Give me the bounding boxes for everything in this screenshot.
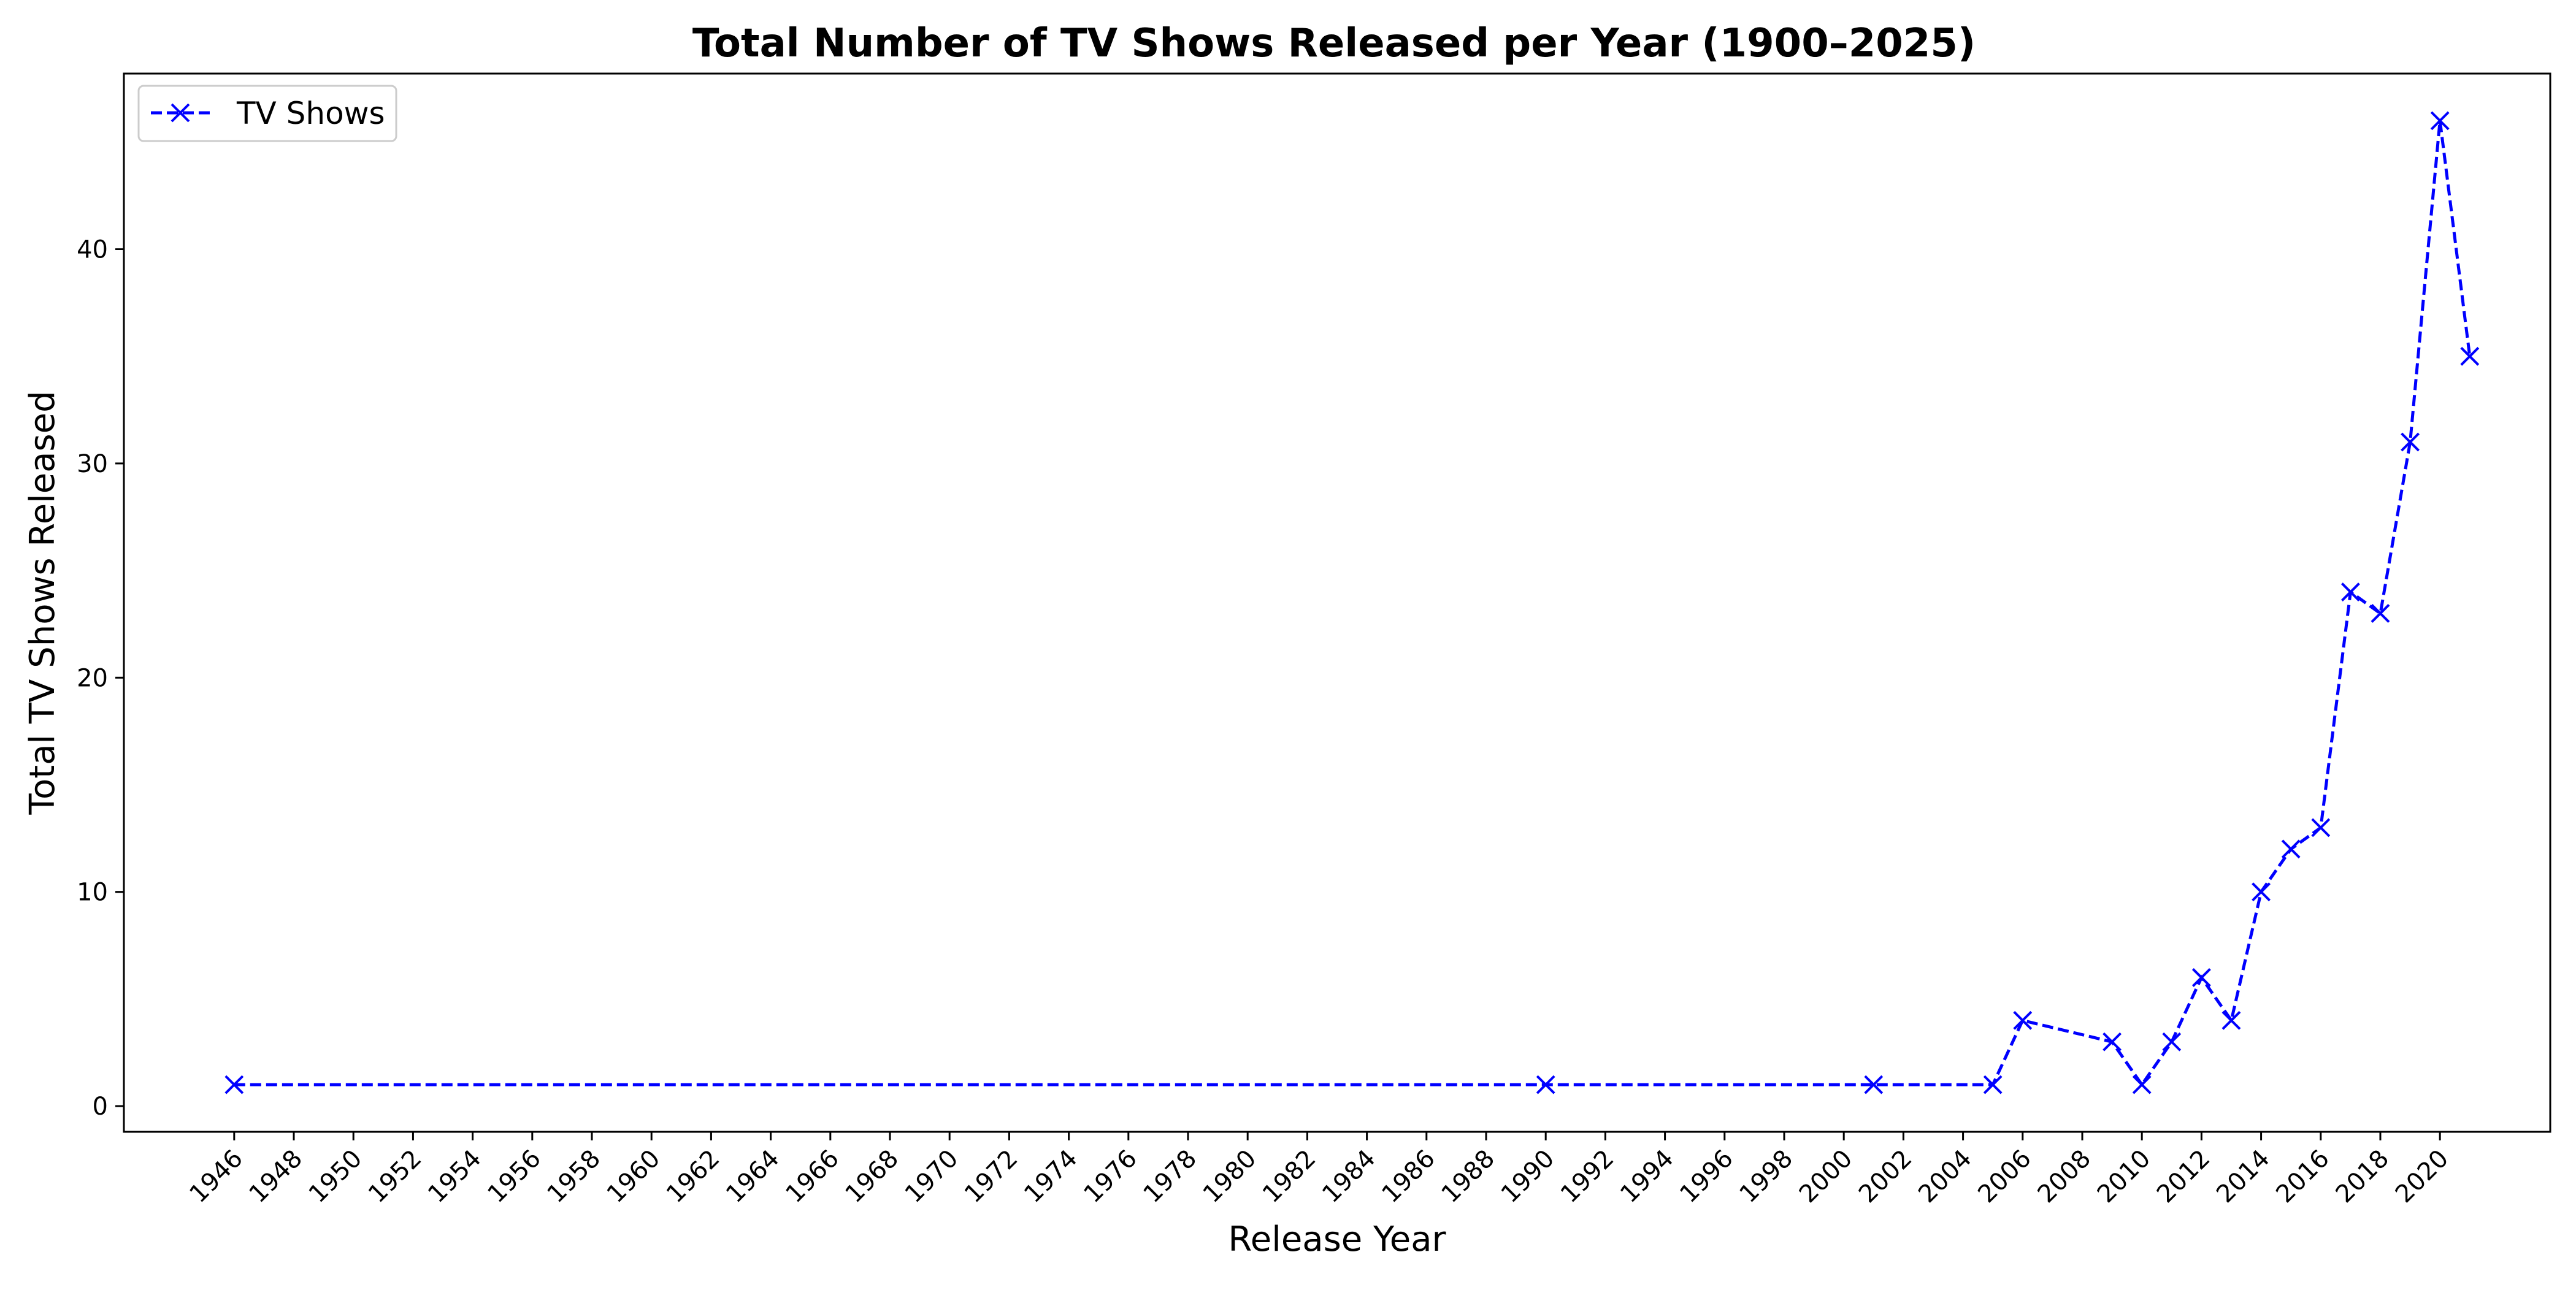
x-tick-label: 2010 — [2092, 1145, 2156, 1209]
x-tick-label: 1960 — [602, 1145, 666, 1209]
data-point-marker — [2191, 968, 2211, 987]
data-point-marker — [2013, 1010, 2033, 1030]
x-tick-label: 2002 — [1853, 1145, 1918, 1209]
plot-area-frame — [123, 72, 2551, 1133]
x-tick-label: 2014 — [2211, 1145, 2275, 1209]
x-tick-label: 2004 — [1913, 1145, 1977, 1209]
data-point-marker — [2340, 582, 2360, 601]
data-point-marker — [2162, 1032, 2182, 1051]
data-point-marker — [2103, 1032, 2122, 1051]
x-tick-label: 1964 — [721, 1145, 785, 1209]
x-tick-label: 1994 — [1615, 1145, 1679, 1209]
x-tick-label: 1962 — [661, 1145, 726, 1209]
chart-title: Total Number of TV Shows Released per Ye… — [692, 21, 1976, 66]
data-point-marker — [2252, 882, 2271, 902]
x-tick-label: 1972 — [959, 1145, 1024, 1209]
x-tick-label: 2006 — [1972, 1145, 2037, 1209]
x-tick-label: 1984 — [1317, 1145, 1381, 1209]
data-point-marker — [1864, 1075, 1884, 1094]
data-point-marker — [1536, 1075, 1555, 1094]
legend-marker-x — [171, 103, 190, 123]
y-axis: 0 10 20 30 40 — [77, 236, 124, 1121]
data-point-marker — [224, 1075, 244, 1094]
x-tick-label: 2020 — [2390, 1145, 2455, 1209]
legend-entry-tv-shows: TV Shows — [236, 96, 385, 131]
series-layer — [224, 111, 2480, 1094]
x-tick-label: 1968 — [840, 1145, 905, 1209]
y-axis-label: Total TV Shows Released — [23, 391, 63, 815]
data-point-marker — [2221, 1010, 2241, 1030]
x-tick-label: 1970 — [900, 1145, 964, 1209]
x-tick-label: 1954 — [423, 1145, 487, 1209]
x-axis-label: Release Year — [1228, 1219, 1446, 1259]
y-tick-label: 0 — [93, 1093, 108, 1121]
x-tick-label: 2018 — [2331, 1145, 2395, 1209]
x-tick-label: 1978 — [1138, 1145, 1203, 1209]
x-tick-label: 1988 — [1436, 1145, 1501, 1209]
x-tick-label: 1990 — [1496, 1145, 1560, 1209]
legend-marker-glyph — [171, 103, 190, 123]
x-tick-label: 1996 — [1674, 1145, 1739, 1209]
y-tick-label: 40 — [77, 236, 108, 264]
y-tick-label: 10 — [77, 879, 108, 907]
x-tick-label: 1966 — [780, 1145, 845, 1209]
x-tick-label: 1976 — [1078, 1145, 1143, 1209]
x-axis: 1946194819501952195419561958196019621964… — [184, 1132, 2454, 1208]
x-tick-label: 1998 — [1735, 1145, 1799, 1209]
x-tick-label: 1958 — [542, 1145, 607, 1209]
x-tick-label: 1948 — [244, 1145, 309, 1209]
y-tick-label: 20 — [77, 664, 108, 692]
data-point-marker — [2460, 346, 2480, 366]
x-tick-label: 1950 — [304, 1145, 368, 1209]
x-tick-label: 2000 — [1794, 1145, 1858, 1209]
data-point-marker — [2132, 1075, 2152, 1094]
x-tick-label: 1982 — [1257, 1145, 1322, 1209]
data-point-marker — [2371, 604, 2390, 623]
x-tick-label: 1980 — [1198, 1145, 1262, 1209]
x-tick-label: 1992 — [1555, 1145, 1620, 1209]
series-line — [234, 120, 2472, 1088]
data-point-marker — [2401, 432, 2420, 452]
data-point-marker — [2281, 839, 2301, 859]
x-tick-label: 1956 — [482, 1145, 546, 1209]
y-tick-label: 30 — [77, 450, 108, 478]
data-point-marker — [2430, 111, 2450, 131]
legend-box — [137, 85, 397, 142]
x-tick-label: 1946 — [184, 1145, 248, 1209]
x-tick-label: 2016 — [2271, 1145, 2335, 1209]
x-tick-label: 2008 — [2033, 1145, 2097, 1209]
x-tick-label: 1986 — [1376, 1145, 1441, 1209]
x-tick-label: 1952 — [363, 1145, 427, 1209]
data-point-marker — [2311, 818, 2331, 838]
x-tick-label: 2012 — [2152, 1145, 2216, 1209]
x-tick-label: 1974 — [1019, 1145, 1083, 1209]
data-point-marker — [1983, 1075, 2003, 1094]
legend: TV Shows — [137, 85, 397, 142]
